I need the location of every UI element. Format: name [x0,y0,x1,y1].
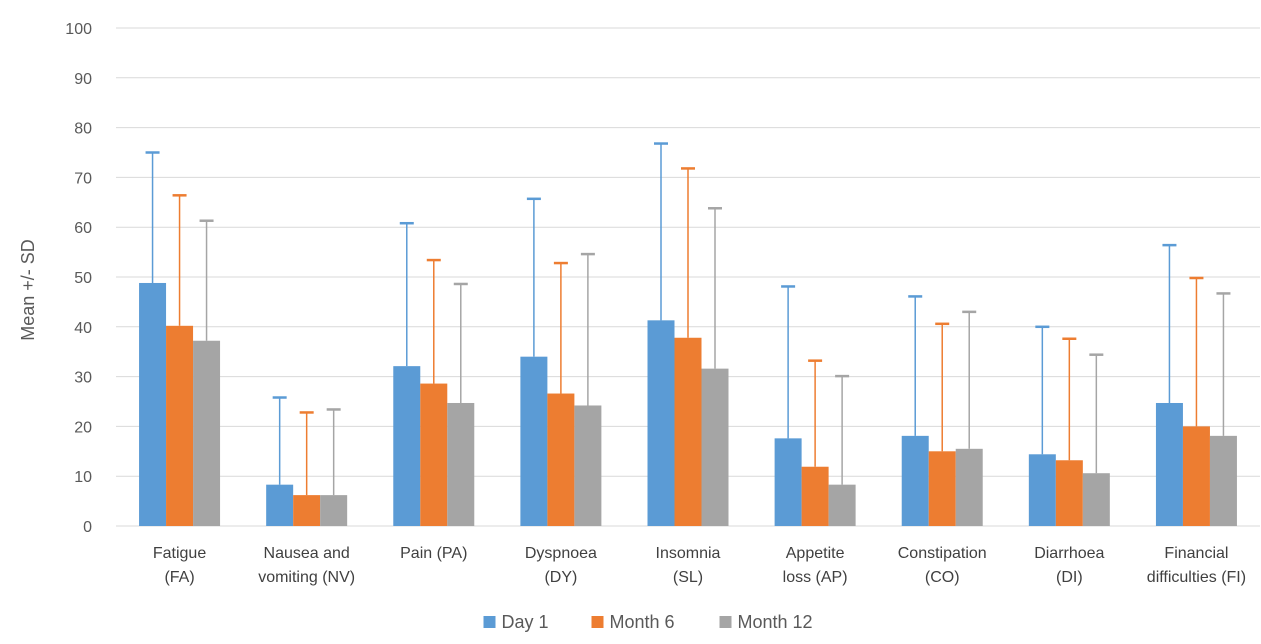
y-tick-label: 80 [74,121,92,138]
legend-swatch [483,616,496,628]
legend: Day 1 Month 6 Month 12 [483,612,813,632]
y-tick-labels: 0 10 20 30 40 50 60 70 80 90 100 [65,21,92,536]
y-tick-label: 0 [83,519,92,536]
bar [1028,454,1056,526]
bar [139,282,167,526]
bar [574,405,602,526]
bar [320,495,348,526]
bar [193,340,221,526]
bar [1155,402,1183,526]
bar [801,466,829,526]
bar [447,402,475,526]
y-tick-label: 40 [74,320,92,337]
y-tick-label: 60 [74,220,92,237]
y-axis-label: Mean +/- SD [18,239,38,341]
error-bars [145,142,1231,496]
y-tick-label: 100 [65,21,92,38]
bar [701,368,729,526]
bar [547,393,575,526]
bars [139,282,1237,526]
x-tick-label: Appetite loss (AP) [783,545,848,586]
bar [928,451,956,526]
x-tick-label: Nausea and vomiting (NV) [258,545,355,586]
y-tick-label: 90 [74,71,92,88]
bar [647,320,675,526]
bar [1209,435,1237,526]
y-tick-label: 70 [74,170,92,187]
legend-swatch [591,616,604,628]
bar [774,438,802,526]
bar [955,448,983,526]
x-tick-label: Fatigue (FA) [153,545,206,586]
x-tick-label: Dyspnoea (DY) [525,545,597,586]
bar [1082,473,1110,526]
y-tick-label: 10 [74,469,92,486]
bar [1055,460,1083,526]
x-tick-label: Insomnia (SL) [656,545,721,586]
bar [266,484,294,526]
x-tick-label: Pain (PA) [400,545,467,562]
legend-label: Month 12 [738,612,813,632]
bar [393,366,421,526]
y-tick-label: 50 [74,270,92,287]
bar [828,484,856,526]
bar [420,383,448,526]
x-tick-label: Constipation (CO) [898,545,987,586]
y-tick-label: 20 [74,419,92,436]
y-tick-label: 30 [74,370,92,387]
x-tick-label: Diarrhoea (DI) [1034,545,1104,586]
bar [520,356,548,526]
x-tick-label: Financial difficulties (FI) [1147,545,1246,586]
x-tick-labels: Fatigue (FA) Nausea and vomiting (NV) Pain (… [153,545,1246,586]
legend-label: Day 1 [502,612,549,632]
legend-label: Month 6 [610,612,675,632]
legend-swatch [719,616,732,628]
bar [166,325,194,526]
bar [901,435,929,526]
bar [1182,426,1210,526]
bar [674,337,702,526]
bar [293,495,321,526]
